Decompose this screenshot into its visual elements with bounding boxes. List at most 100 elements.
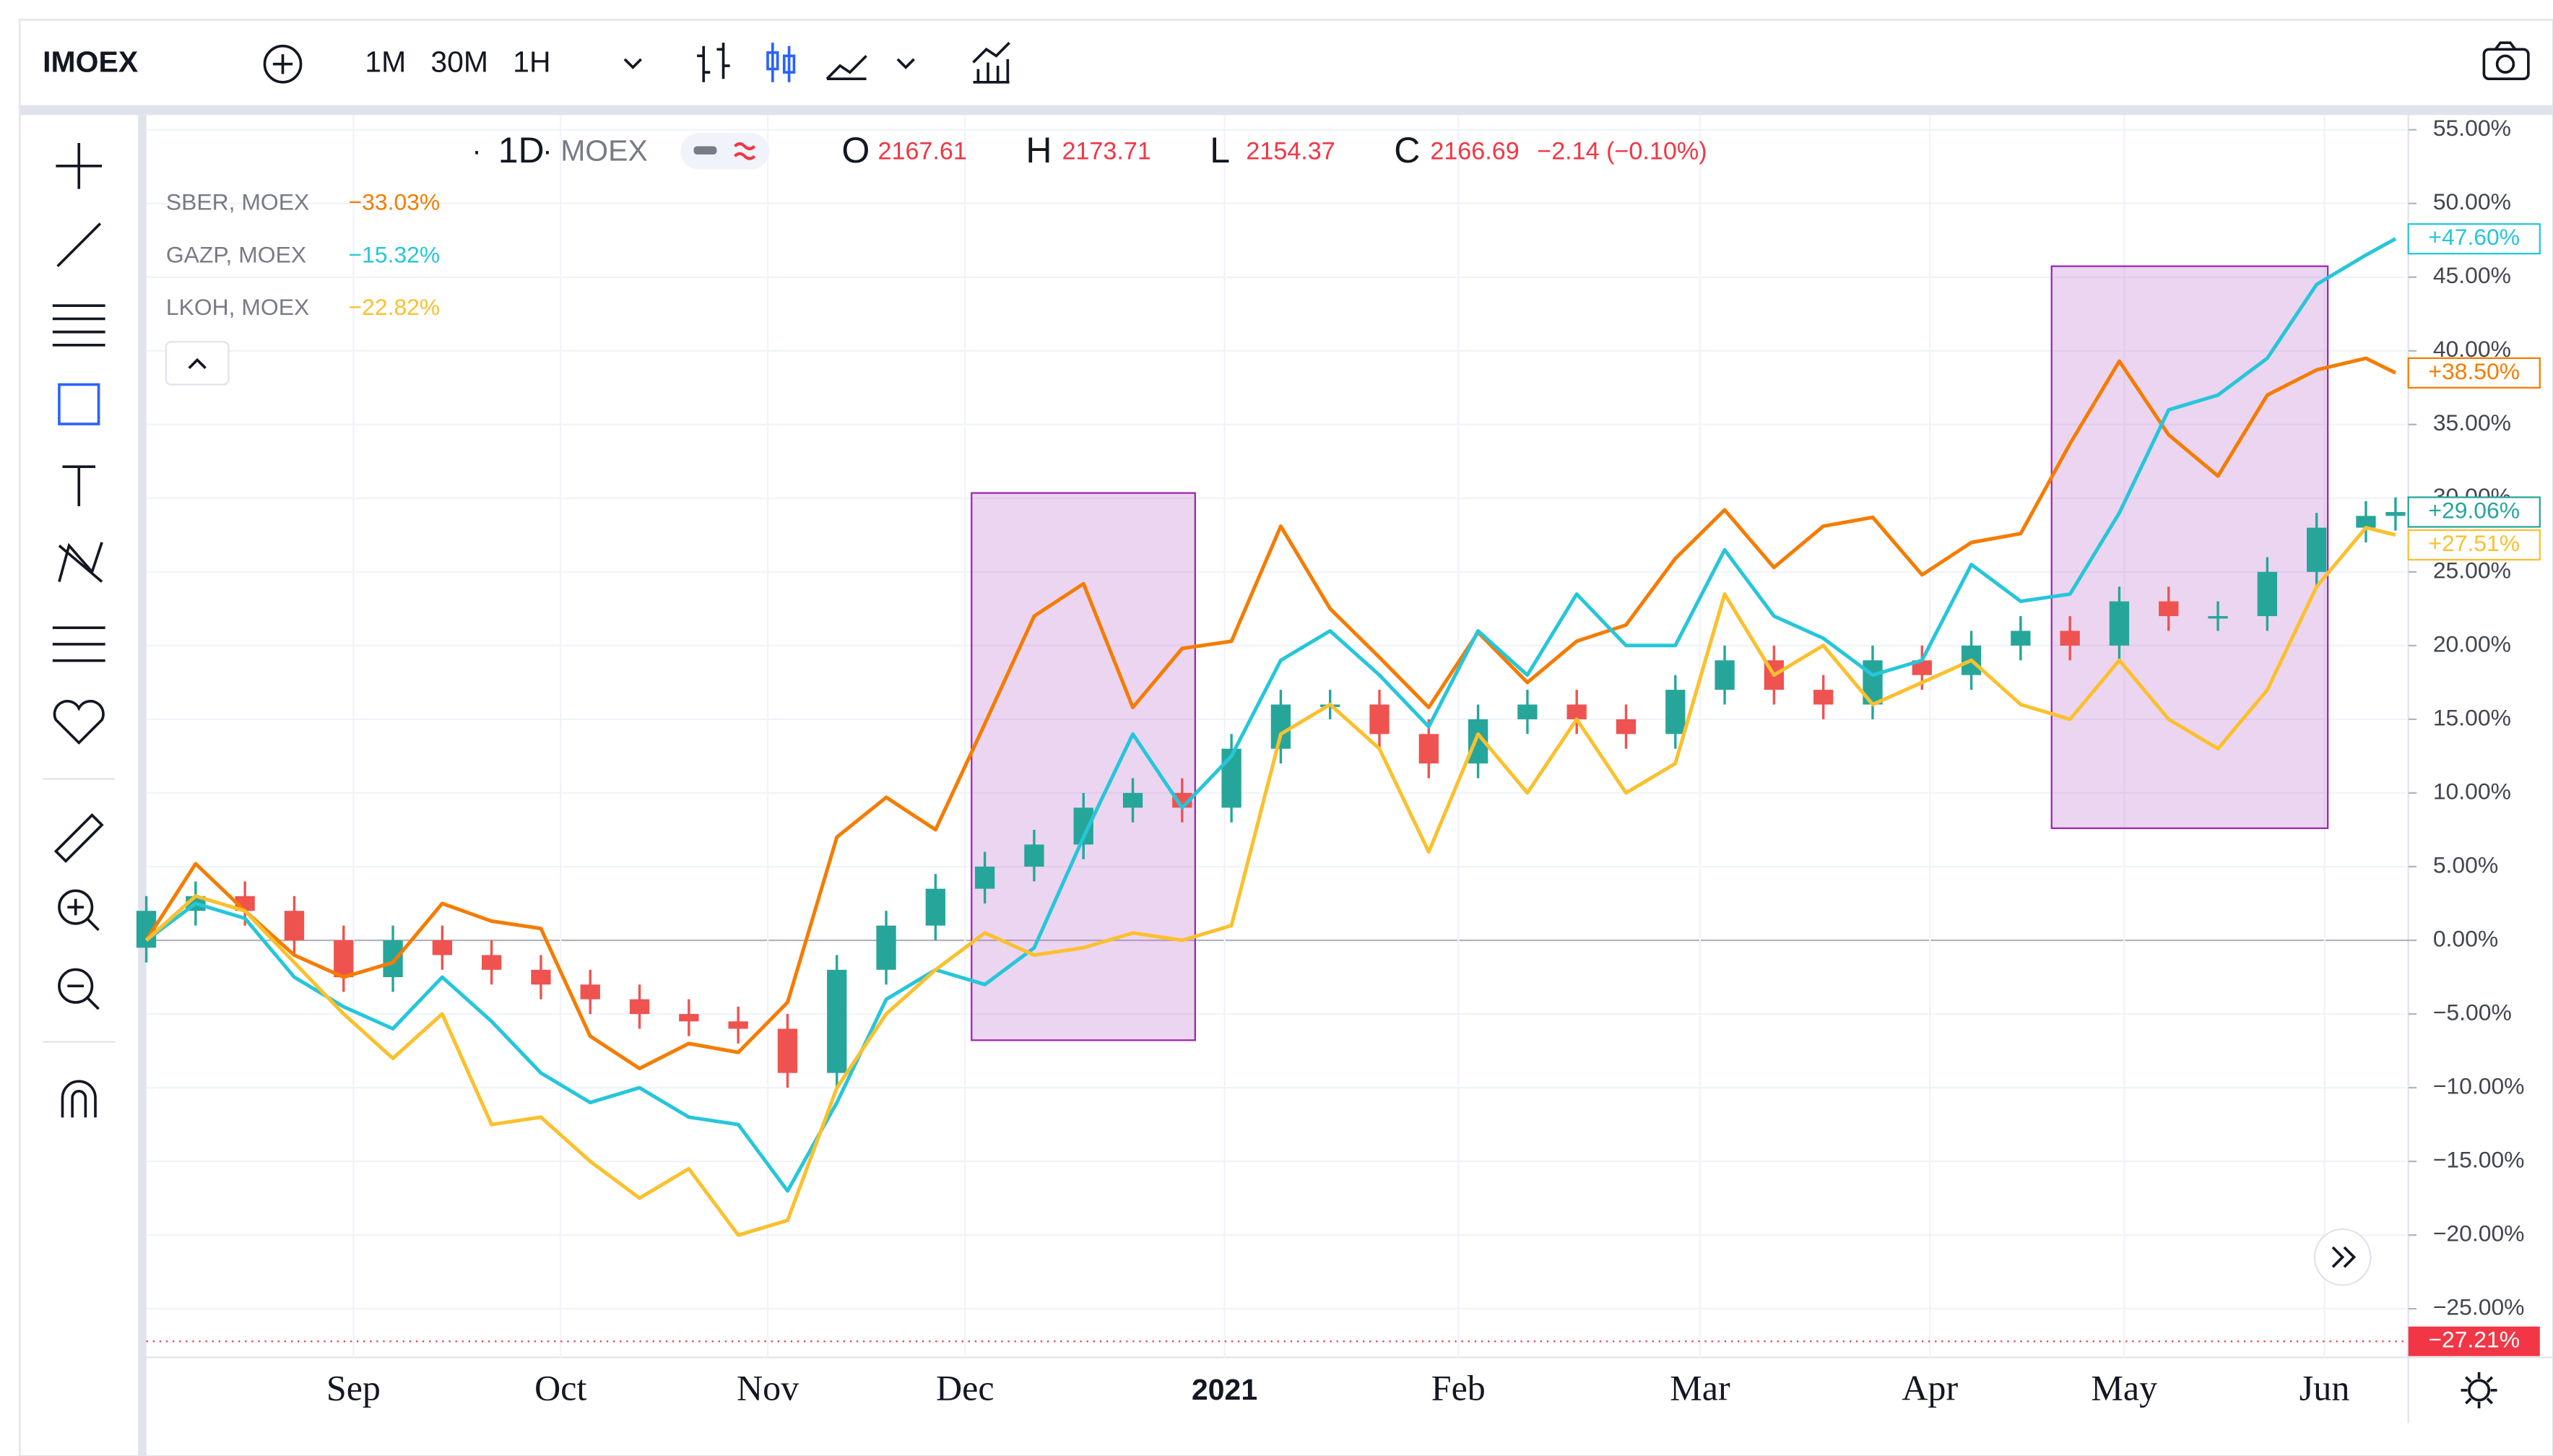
candle-body [827,969,847,1073]
candle-body [1024,844,1044,867]
candle-body [432,940,453,956]
end-label: +38.50% [2428,358,2520,384]
y-tick-label: 55.00% [2433,115,2511,141]
favorites-tool[interactable] [53,700,105,745]
end-label-box [2407,496,2541,528]
scroll-to-end[interactable] [2313,1228,2372,1286]
candle-body [1369,704,1390,734]
candle-body [2109,601,2130,646]
candle-body [925,888,945,926]
toggle-icon [693,146,717,155]
candle-body [1715,660,1735,690]
y-tick-label: 25.00% [2433,557,2511,583]
candle-body [2011,630,2031,646]
candle-body [2060,630,2080,646]
ohlc-key: L [1210,130,1230,170]
pattern-tool[interactable] [58,542,103,583]
y-tick-label: −10.00% [2433,1072,2525,1098]
end-label: +47.60% [2428,224,2520,250]
indicators-icon[interactable] [972,41,1010,84]
text-tool[interactable] [62,465,96,506]
candle-body [334,940,354,978]
zoom-out[interactable] [58,968,100,1010]
legend-change: −15.32% [349,241,441,267]
highlight-box[interactable] [2050,265,2329,829]
symbol[interactable]: IMOEX [43,46,138,79]
zoom-in[interactable] [58,889,100,932]
ohlc-value: 2167.61 [878,138,967,165]
series-line [144,526,2396,1237]
ruler-tool[interactable] [53,813,104,863]
candle-body [1270,704,1291,749]
interval[interactable]: 1M [365,46,406,79]
candle-body [1665,690,1686,734]
add-symbol[interactable] [263,44,303,84]
candle-body [777,1028,798,1073]
legend-dot: · [472,134,482,167]
area-icon[interactable] [825,55,867,81]
x-tick-label: Nov [737,1368,799,1408]
low-label-box [2408,1326,2540,1356]
ohlc-key: H [1026,130,1052,170]
end-label-box [2407,529,2541,561]
legend-name: LKOH, MOEX [166,294,309,320]
candles-icon[interactable] [771,43,791,82]
x-tick-label: May [2091,1368,2157,1408]
y-tick-label: 45.00% [2433,262,2511,288]
candle-body [1616,719,1637,734]
settings[interactable] [2461,1372,2497,1409]
highlight-box[interactable] [971,492,1196,1041]
legend-dot: · [542,134,552,167]
y-tick-label: 10.00% [2433,778,2511,804]
x-tick-label: Mar [1670,1368,1730,1408]
candle-body [1912,660,1932,675]
candle-body [383,940,403,978]
candle-body [876,925,896,970]
style-dropdown[interactable] [896,58,915,69]
crosshair-tool[interactable] [56,142,103,189]
toggle-icon [734,142,756,160]
candle-body [2385,512,2406,516]
candle-body [974,866,995,889]
x-tick-label: Feb [1431,1368,1486,1408]
candle-body [629,999,650,1015]
fib-tool[interactable] [52,304,105,347]
rectangle-tool[interactable] [58,383,100,425]
end-label-box [2407,357,2541,389]
candle-body [2356,516,2376,528]
candle-body [1566,704,1587,719]
bars-icon[interactable] [697,43,730,82]
x-tick-label: Oct [534,1368,586,1408]
end-label: +29.06% [2428,497,2520,523]
end-label-box [2407,223,2541,255]
y-tick-label: −15.00% [2433,1147,2525,1173]
forecast-tool[interactable] [52,626,105,662]
collapse-button[interactable] [165,341,230,386]
series-line [145,237,2397,1193]
end-label: +27.51% [2428,530,2520,556]
toolbar-separator [19,105,2553,116]
screenshot[interactable] [2482,41,2530,81]
interval-dropdown[interactable] [623,58,643,69]
candle-body [2257,571,2278,617]
candles-icon [766,51,779,71]
y-tick-label: 0.00% [2433,925,2498,951]
candle-body [1813,690,1834,705]
magnet-tool[interactable] [61,1080,97,1118]
interval[interactable]: 30M [430,46,488,79]
candle-body [482,955,502,970]
legend-series: SBER, MOEX −33.03% GAZP, MOEX −15.32% LKOH, … [166,130,1707,320]
legend-change: −22.82% [349,294,441,320]
x-tick-label: Dec [936,1368,994,1408]
ohlc-value: 2166.69 [1430,138,1519,165]
interval[interactable]: 1H [513,46,550,79]
side-separator [138,115,147,1456]
visibility-toggle[interactable] [680,133,770,170]
drawing-toolbar [43,142,116,1118]
interval-label: 1D [498,130,545,170]
candle-body [2307,527,2327,572]
top-toolbar: IMOEX 1M 30M 1H [43,41,2530,84]
trendline-tool[interactable] [56,222,102,267]
exchange-label: MOEX [560,134,648,167]
